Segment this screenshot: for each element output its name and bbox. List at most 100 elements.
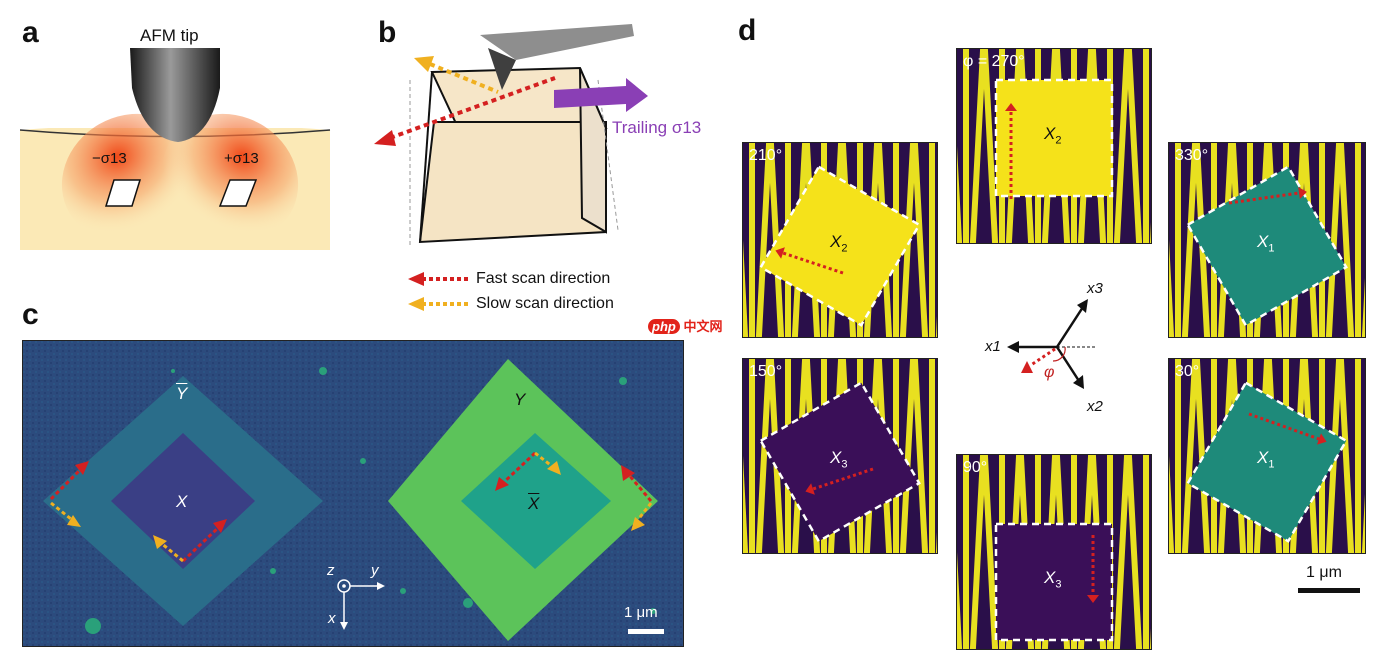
domain-stripe bbox=[1149, 49, 1151, 243]
domain-stripe bbox=[911, 143, 929, 337]
stress-element-right bbox=[218, 179, 258, 207]
panel-d-axes bbox=[1007, 299, 1097, 389]
domain-stripe bbox=[1169, 143, 1175, 337]
domain-stripe bbox=[1337, 143, 1355, 337]
domain-stripe bbox=[1143, 455, 1149, 649]
legend-fast-scan: Fast scan direction bbox=[408, 270, 610, 288]
label-xbar: X bbox=[528, 494, 540, 513]
legend-slow-scan: Slow scan direction bbox=[408, 295, 614, 313]
domain-stripe bbox=[929, 359, 935, 553]
domain-tile: 30° X1 bbox=[1168, 358, 1366, 554]
domain-stripe bbox=[1337, 359, 1355, 553]
tile-domain-label: X2 bbox=[1044, 124, 1062, 147]
domain-stripe bbox=[1181, 359, 1199, 553]
domain-stripe bbox=[1125, 49, 1143, 243]
domain-tile: 330° X1 bbox=[1168, 142, 1366, 338]
domain-tile-map bbox=[957, 455, 1151, 649]
written-domain-square bbox=[994, 78, 1114, 198]
label-y: Y bbox=[514, 390, 526, 409]
stress-element-left bbox=[104, 179, 142, 207]
domain-stripe bbox=[969, 455, 987, 649]
domain-stripe bbox=[969, 49, 987, 243]
domain-tile-map bbox=[1169, 359, 1365, 553]
tile-domain-label: X1 bbox=[1257, 448, 1275, 471]
domain-tile-map bbox=[1169, 143, 1365, 337]
watermark-php: php bbox=[648, 319, 680, 334]
domain-tile: φ = 270° X2 bbox=[956, 48, 1152, 244]
written-domain-square bbox=[1186, 381, 1348, 543]
domain-stripe bbox=[963, 455, 969, 649]
panel-d-letter: d bbox=[738, 14, 757, 47]
scan-arrowhead bbox=[805, 483, 815, 495]
domain-stripe bbox=[1355, 359, 1361, 553]
tile-domain-label: X1 bbox=[1257, 232, 1275, 255]
domain-stripe bbox=[743, 143, 749, 337]
tile-domain-subscript: 3 bbox=[1055, 578, 1062, 591]
scan-arrow bbox=[1248, 412, 1320, 441]
tile-domain-subscript: 1 bbox=[1268, 242, 1275, 255]
domain-stripe bbox=[1361, 359, 1365, 553]
panel-d-scalebar-label: 1 μm bbox=[1306, 564, 1342, 581]
axis-z-label: z bbox=[327, 562, 335, 579]
tile-domain-label: X2 bbox=[830, 232, 848, 255]
domain-tile-map bbox=[743, 143, 937, 337]
domain-stripe bbox=[1175, 359, 1181, 553]
scan-arrow bbox=[812, 467, 874, 491]
scan-arrow bbox=[782, 251, 844, 275]
panel-c-scalebar-label: 1 μm bbox=[624, 604, 658, 621]
domain-tile: 210° X2 bbox=[742, 142, 938, 338]
stress-plus-label: +σ13 bbox=[224, 150, 259, 167]
domain-stripe bbox=[935, 359, 937, 553]
label-x: X bbox=[176, 492, 188, 511]
domain-stripe bbox=[1325, 143, 1343, 337]
domain-stripe bbox=[1175, 143, 1181, 337]
panel-c-map bbox=[22, 340, 684, 647]
panel-a-letter: a bbox=[22, 16, 39, 49]
label-ybar: Y bbox=[176, 384, 188, 403]
domain-stripe bbox=[755, 359, 773, 553]
scan-arrowhead bbox=[1316, 433, 1327, 445]
tile-angle-label: 30° bbox=[1175, 363, 1200, 380]
written-domain-square bbox=[1186, 165, 1348, 327]
domain-stripe bbox=[749, 143, 755, 337]
panel-b-illustration bbox=[374, 24, 648, 245]
tile-angle-label: φ = 270° bbox=[963, 53, 1025, 70]
legend-fast-arrow-icon bbox=[408, 272, 468, 286]
domain-stripe bbox=[899, 359, 917, 553]
axis-x1-label: x1 bbox=[985, 338, 1001, 355]
panel-d-scalebar bbox=[1298, 588, 1360, 593]
domain-tile: 150° X3 bbox=[742, 358, 938, 554]
domain-stripe bbox=[1113, 455, 1131, 649]
domain-stripe bbox=[1169, 359, 1175, 553]
domain-stripe bbox=[1143, 49, 1149, 243]
watermark-cn: 中文网 bbox=[683, 319, 723, 334]
domain-stripe bbox=[1361, 143, 1365, 337]
domain-tile: 90° X3 bbox=[956, 454, 1152, 650]
domain-stripe bbox=[1355, 143, 1361, 337]
legend-slow-arrow-icon bbox=[408, 297, 468, 311]
domain-stripe bbox=[749, 359, 755, 553]
legend-slow-label: Slow scan direction bbox=[476, 295, 614, 312]
scan-arrowhead bbox=[775, 247, 785, 259]
phi-label: φ bbox=[1044, 364, 1055, 381]
legend-fast-label: Fast scan direction bbox=[476, 270, 611, 287]
watermark: php 中文网 bbox=[648, 316, 722, 335]
axis-x3-label: x3 bbox=[1087, 280, 1103, 297]
afm-tip-label: AFM tip bbox=[140, 26, 199, 45]
axis-y-label: y bbox=[371, 562, 379, 579]
domain-stripe bbox=[957, 49, 963, 243]
tile-domain-subscript: 2 bbox=[1055, 134, 1062, 147]
domain-stripe bbox=[981, 49, 999, 243]
axis-x-label: x bbox=[328, 610, 336, 627]
scan-arrowhead bbox=[1005, 103, 1017, 111]
domain-stripe bbox=[957, 455, 963, 649]
written-domain-square bbox=[759, 381, 921, 543]
scan-arrowhead bbox=[1087, 595, 1099, 603]
axis-x2-label: x2 bbox=[1087, 398, 1103, 415]
panel-c-letter: c bbox=[22, 298, 39, 331]
tile-domain-label: X3 bbox=[830, 448, 848, 471]
panel-b-letter: b bbox=[378, 16, 397, 49]
tile-angle-label: 150° bbox=[749, 363, 783, 380]
tile-domain-subscript: 1 bbox=[1268, 458, 1275, 471]
scan-arrowhead bbox=[1298, 187, 1307, 199]
